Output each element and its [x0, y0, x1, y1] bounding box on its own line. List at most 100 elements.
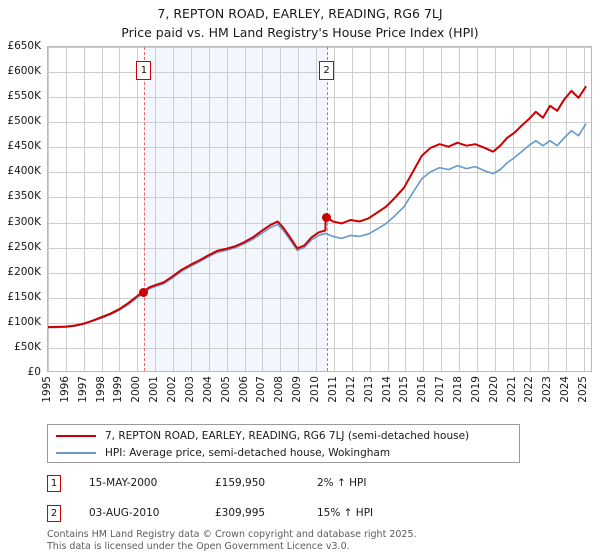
gridline-vertical — [191, 47, 192, 371]
gridline-horizontal — [48, 197, 591, 198]
gridline-vertical — [495, 47, 496, 371]
gridline-vertical — [459, 47, 460, 371]
x-axis-tick-label: 2000 — [130, 376, 143, 403]
x-axis-tick-label: 2014 — [380, 376, 393, 403]
x-axis-tick-label: 2019 — [469, 376, 482, 403]
gridline-vertical — [245, 47, 246, 371]
page-title: 7, REPTON ROAD, EARLEY, READING, RG6 7LJ — [157, 6, 443, 21]
gridline-horizontal — [48, 47, 591, 48]
gridline-horizontal — [48, 298, 591, 299]
gridline-horizontal — [48, 147, 591, 148]
gridline-vertical — [119, 47, 120, 371]
gridline-vertical — [513, 47, 514, 371]
gridline-vertical — [423, 47, 424, 371]
gridline-vertical — [66, 47, 67, 371]
footer-attribution: Contains HM Land Registry data © Crown c… — [47, 529, 567, 552]
x-axis-tick-label: 2021 — [505, 376, 518, 403]
y-axis-tick-label: £600K — [7, 65, 41, 78]
x-axis-tick-label: 2003 — [183, 376, 196, 403]
x-axis-tick-label: 2008 — [273, 376, 286, 403]
transaction-date-2: 03-AUG-2010 — [89, 507, 160, 519]
y-axis-tick-label: £50K — [14, 340, 41, 353]
x-axis-tick-label: 1995 — [41, 376, 53, 403]
y-axis-tick-label: £350K — [7, 190, 41, 203]
transaction-price-1: £159,950 — [215, 477, 266, 489]
transaction-flag-2[interactable]: 2 — [319, 61, 335, 80]
gridline-vertical — [566, 47, 567, 371]
x-axis-tick-label: 2011 — [326, 376, 339, 403]
gridline-horizontal — [48, 223, 591, 224]
x-axis-tick-label: 2007 — [255, 376, 268, 403]
x-axis-labels: 1995 1996 1997 1998 1999 2000 2001 2002 2003 2004… — [41, 376, 592, 416]
gridline-vertical — [102, 47, 103, 371]
gridline-vertical — [298, 47, 299, 371]
x-axis-tick-label: 2004 — [201, 376, 214, 403]
x-axis-tick-label: 2022 — [523, 376, 536, 403]
x-axis-tick-label: 2015 — [398, 376, 411, 403]
transaction-flag-1[interactable]: 1 — [136, 61, 152, 80]
transaction-index-2: 2 — [47, 505, 61, 522]
y-axis-tick-label: £550K — [7, 90, 41, 103]
transaction-vline-2 — [326, 47, 328, 371]
x-axis-tick-label: 2009 — [291, 376, 304, 403]
y-axis-tick-label: £400K — [7, 165, 41, 178]
x-axis-tick-label: 2025 — [577, 376, 590, 403]
y-axis-tick-label: £650K — [7, 40, 41, 52]
gridline-vertical — [280, 47, 281, 371]
x-axis-tick-label: 2005 — [219, 376, 232, 403]
legend-item-0: 7, REPTON ROAD, EARLEY, READING, RG6 7LJ… — [56, 428, 469, 444]
series-line — [48, 87, 586, 327]
highlight-band — [143, 47, 327, 371]
transaction-hpi-delta-1: 2% ↑ HPI — [317, 477, 367, 489]
transaction-marker-1[interactable] — [139, 288, 149, 298]
gridline-vertical — [316, 47, 317, 371]
legend-label-property: 7, REPTON ROAD, EARLEY, READING, RG6 7LJ… — [105, 430, 470, 442]
x-axis-tick-label: 2024 — [559, 376, 572, 403]
x-axis-tick-label: 2002 — [166, 376, 179, 403]
gridline-horizontal — [48, 122, 591, 123]
transaction-marker-2[interactable] — [322, 213, 332, 223]
x-axis-tick-label: 2016 — [416, 376, 429, 403]
y-axis-tick-label: £450K — [7, 140, 41, 153]
x-axis-tick-label: 2017 — [434, 376, 447, 403]
x-axis-tick-label: 2013 — [362, 376, 375, 403]
x-axis-tick-label: 2020 — [487, 376, 500, 403]
series-lines — [48, 47, 591, 371]
y-axis-tick-label: £150K — [7, 290, 41, 303]
x-axis-tick-label: 1996 — [58, 376, 71, 403]
gridline-vertical — [477, 47, 478, 371]
x-axis-tick-label: 1997 — [76, 376, 89, 403]
chart-titles: 7, REPTON ROAD, EARLEY, READING, RG6 7LJ… — [0, 0, 600, 40]
footer-line-2: This data is licensed under the Open Gov… — [47, 540, 350, 552]
gridline-vertical — [262, 47, 263, 371]
gridline-vertical — [137, 47, 138, 371]
gridline-vertical — [548, 47, 549, 371]
x-axis-tick-label: 2001 — [148, 376, 161, 403]
gridline-vertical — [388, 47, 389, 371]
gridline-vertical — [227, 47, 228, 371]
gridline-vertical — [584, 47, 585, 371]
x-axis-tick-label: 2018 — [451, 376, 464, 403]
legend-swatch-property — [56, 435, 96, 437]
x-axis-tick-label: 2023 — [541, 376, 554, 403]
chart-subtitle: Price paid vs. HM Land Registry's House … — [121, 25, 479, 40]
gridline-vertical — [48, 47, 49, 371]
series-line — [48, 124, 586, 327]
x-axis-tick-label: 2010 — [309, 376, 322, 403]
legend-label-hpi: HPI: Average price, semi-detached house,… — [105, 447, 391, 459]
transaction-index-1: 1 — [47, 475, 61, 492]
gridline-vertical — [441, 47, 442, 371]
gridline-vertical — [155, 47, 156, 371]
gridline-vertical — [173, 47, 174, 371]
gridline-horizontal — [48, 348, 591, 349]
y-axis-tick-label: £100K — [7, 315, 41, 328]
transaction-price-2: £309,995 — [215, 507, 266, 519]
x-axis-tick-label: 2012 — [344, 376, 357, 403]
gridline-horizontal — [48, 323, 591, 324]
transaction-date-1: 15-MAY-2000 — [89, 477, 158, 489]
x-axis-tick-label: 1998 — [94, 376, 107, 403]
y-axis-tick-label: £300K — [7, 215, 41, 228]
gridline-horizontal — [48, 273, 591, 274]
chart-legend: 7, REPTON ROAD, EARLEY, READING, RG6 7LJ… — [47, 424, 520, 463]
